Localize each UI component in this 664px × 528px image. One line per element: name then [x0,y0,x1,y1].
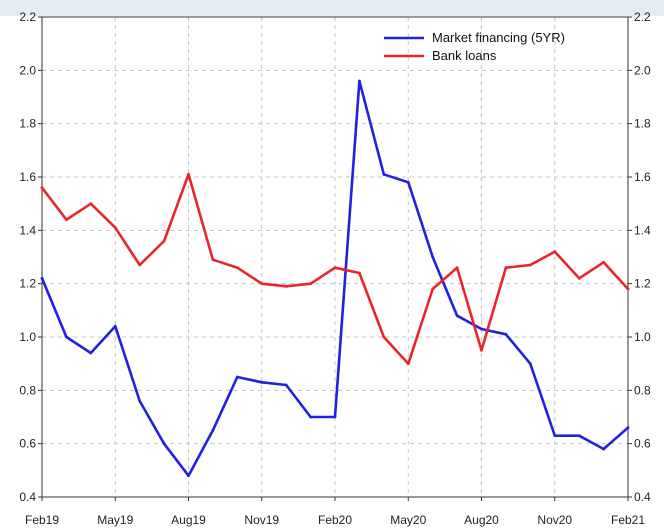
y-tick-label-left: 2.0 [19,63,36,77]
y-tick-label-right: 0.6 [634,437,651,451]
data-point [602,260,605,264]
x-tick-label: Feb19 [25,513,59,527]
plot-frame [41,16,629,498]
data-point [504,332,508,336]
y-tick-label-left: 0.8 [19,383,36,397]
grid-lines [42,17,628,497]
y-tick-label-left: 1.2 [19,277,36,291]
data-point [504,266,508,270]
legend: Market financing (5YR) Bank loans [384,30,565,63]
data-point [626,426,630,430]
y-tick-label-right: 0.4 [634,490,651,504]
data-point [235,375,239,379]
data-point [333,266,337,270]
data-point [65,335,68,339]
y-tick-label-right: 0.8 [634,383,651,397]
top-band [0,0,664,16]
data-point [309,282,312,286]
data-point [40,186,44,190]
data-point [138,399,142,403]
y-tick-label-right: 1.4 [634,223,651,237]
data-point [528,362,532,366]
data-point [553,434,557,438]
y-tick-label-left: 1.0 [19,330,36,344]
data-point [455,266,459,270]
y-tick-label-right: 2.0 [634,63,651,77]
data-point [333,415,337,419]
y-tick-label-left: 2.2 [19,10,36,24]
y-tick-label-right: 1.8 [634,117,651,131]
y-tick-label-left: 1.4 [19,223,36,237]
data-point [187,172,190,176]
data-point [89,202,93,206]
x-tick-label: Nov20 [537,513,572,527]
x-tick-label: Nov19 [244,513,279,527]
x-tick-label: Aug19 [171,513,206,527]
data-point [455,314,459,318]
data-point [528,263,532,267]
legend-label: Market financing (5YR) [432,30,565,45]
x-tick-label: Feb20 [318,513,352,527]
data-point [211,258,215,262]
data-point [602,447,605,451]
y-tick-label-right: 2.2 [634,10,651,24]
data-point [284,383,288,387]
x-tick-label: Aug20 [464,513,499,527]
y-tick-label-left: 0.6 [19,437,36,451]
data-point [406,362,410,366]
data-point [138,263,142,267]
data-point [626,287,630,291]
data-point [260,380,264,384]
series-lines [40,79,630,478]
data-point [431,255,435,259]
y-tick-label-right: 1.6 [634,170,651,184]
data-point [162,239,166,243]
y-tick-label-right: 1.2 [634,277,651,291]
data-point [382,172,386,176]
x-tick-label: Feb21 [611,513,645,527]
data-point [431,287,435,291]
data-point [480,348,483,352]
y-tick-label-left: 1.6 [19,170,36,184]
data-point [40,276,44,280]
data-point [187,474,190,478]
data-point [113,226,117,230]
data-point [480,327,483,331]
data-point [65,218,68,222]
data-point [382,335,386,339]
data-point [577,276,581,280]
data-point [89,351,93,355]
data-point [358,271,361,275]
y-tick-label-left: 1.8 [19,117,36,131]
data-point [577,434,581,438]
data-point [406,180,410,184]
data-point [162,442,166,446]
data-point [211,428,215,432]
data-point [113,324,117,328]
data-point [309,415,312,419]
y-tick-label-right: 1.0 [634,330,651,344]
data-point [358,79,361,83]
y-tick-label-left: 0.4 [19,490,36,504]
data-point [260,282,264,286]
data-point [284,284,288,288]
legend-label: Bank loans [432,48,497,63]
x-tick-label: May20 [390,513,426,527]
data-point [553,250,557,254]
x-tick-label: May19 [97,513,133,527]
axes: 0.4 0.4 0.6 0.6 0.8 0.8 1.0 1.0 1.2 1.2 1.4 1.4 1.6 1… [19,10,651,527]
data-point [235,266,239,270]
